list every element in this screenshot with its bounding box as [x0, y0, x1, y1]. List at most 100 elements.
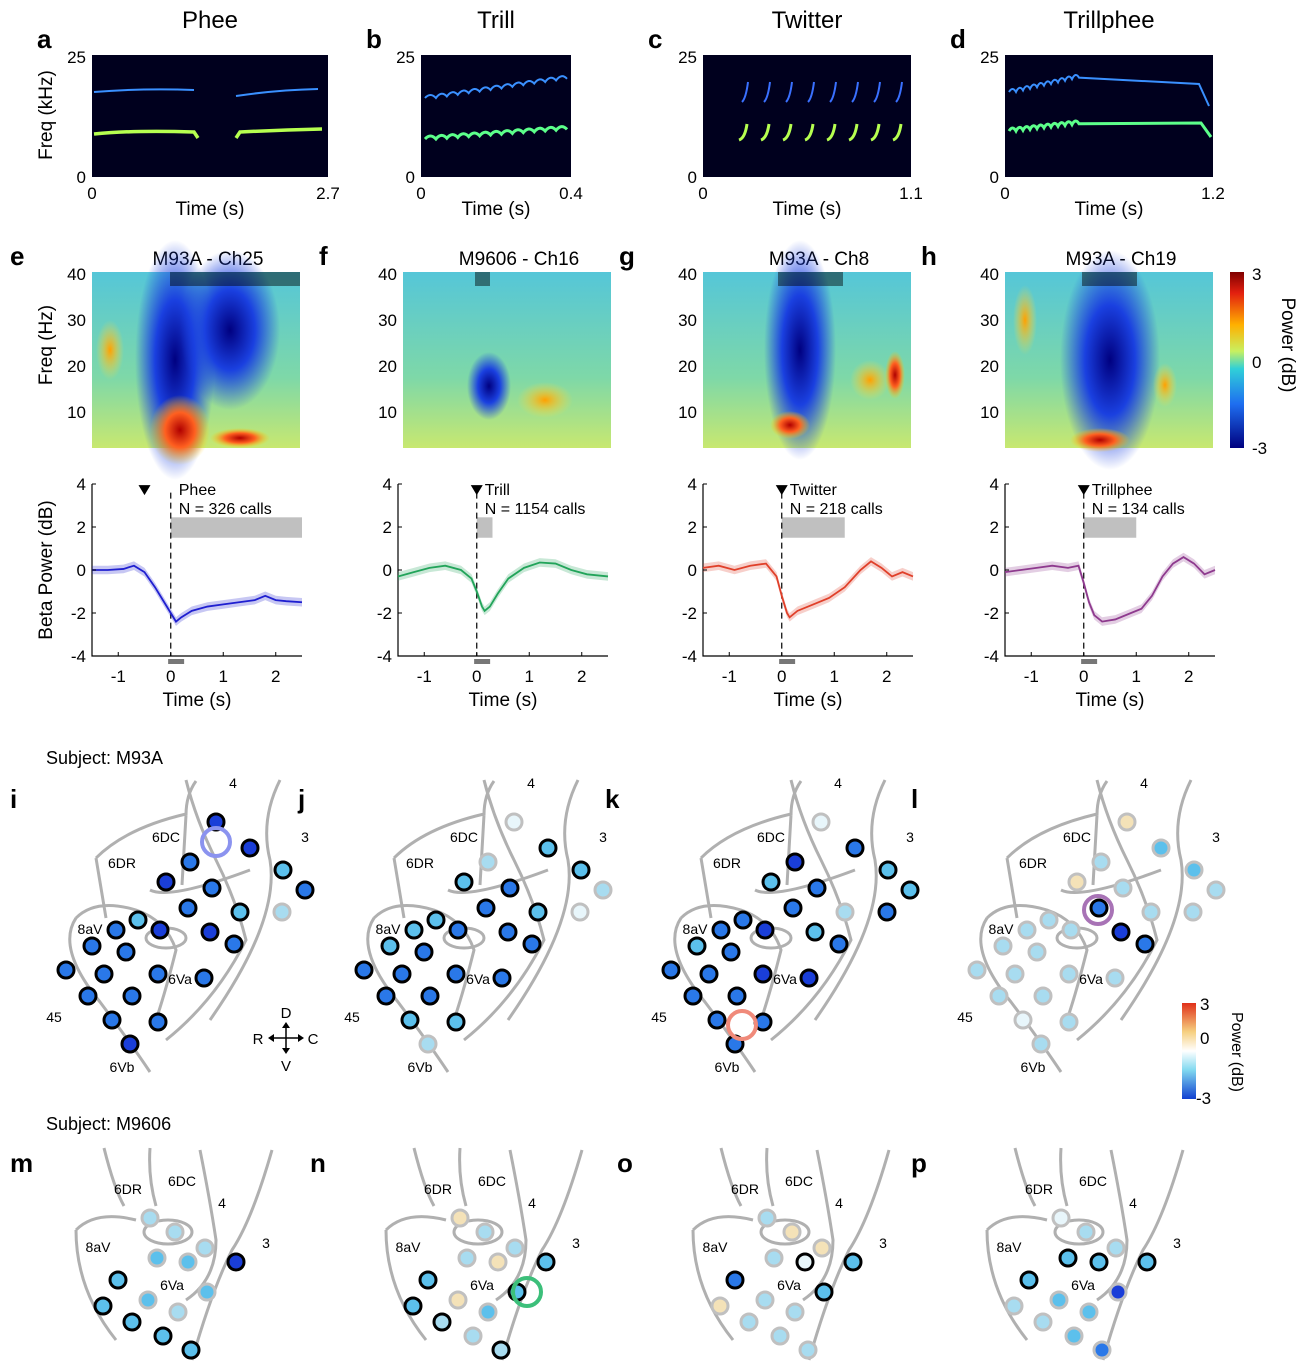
electrode: [273, 860, 293, 880]
electrode: [463, 1326, 483, 1346]
electrode: [593, 880, 613, 900]
compass-r: R: [253, 1031, 264, 1048]
electrode: [180, 852, 200, 872]
electrode: [478, 1302, 498, 1322]
electrode: [504, 812, 524, 832]
region-label: 3: [906, 829, 914, 845]
electrode: [845, 838, 865, 858]
sulcal-outline: [384, 1147, 584, 1361]
electrode: [807, 878, 827, 898]
twitter-syllable: [785, 81, 793, 103]
region-label: 3: [599, 829, 607, 845]
tick-label: 2: [271, 667, 280, 686]
tick-label: 0: [1000, 184, 1009, 203]
electrode: [272, 902, 292, 922]
region-label: 6DC: [785, 1173, 813, 1189]
electrode: [1141, 902, 1161, 922]
electrode: [82, 936, 102, 956]
electrode: [761, 872, 781, 892]
tick-label: -4: [984, 647, 999, 666]
onset-triangle-icon: [470, 485, 483, 496]
panel-label: n: [310, 1148, 326, 1178]
electrode: [1059, 1012, 1079, 1032]
electrode: [843, 1252, 863, 1272]
region-label: 4: [1129, 1195, 1137, 1211]
region-label: 4: [1140, 775, 1148, 791]
electrode-map-m9606: p 6DR 6DC 4 3 8aV 6Va: [911, 1147, 1185, 1361]
electrode: [1027, 942, 1047, 962]
electrode-map-m9606: o 6DR 6DC 4 3 8aV 6Va: [617, 1147, 891, 1361]
electrode-map-m93a: j 4 3 6DC 6DR 8aV 6Va 45 6Vb: [297, 775, 613, 1075]
tick-label: 2: [383, 518, 392, 537]
call-count: N = 134 calls: [1092, 501, 1185, 518]
electrode: [687, 936, 707, 956]
x-axis-label: Time (s): [774, 690, 843, 711]
electrode: [683, 986, 703, 1006]
electrode: [153, 1326, 173, 1346]
electrode: [128, 910, 148, 930]
twitter-syllable: [895, 81, 903, 103]
electrode: [354, 960, 374, 980]
tf-colorbar: [1230, 272, 1244, 448]
region-label: 8aV: [86, 1239, 112, 1255]
electrode: [989, 986, 1009, 1006]
electrode: [967, 960, 987, 980]
beta-power-panel: Phee N = 326 calls 4 2 0 -2 -4 -1 0 1 2 Time (s): [71, 475, 303, 711]
electrode: [785, 1302, 805, 1322]
electrode: [376, 986, 396, 1006]
region-label: 6Vb: [1021, 1059, 1046, 1075]
tf-power-blob: [764, 240, 836, 460]
x-axis-label: Time (s): [176, 199, 245, 220]
sulcal-outline: [691, 1147, 891, 1361]
tick-label: 40: [678, 265, 697, 284]
x-axis-label: Time (s): [462, 199, 531, 220]
electrode: [900, 880, 920, 900]
highlight-ring: [1082, 894, 1114, 926]
panel-label: b: [366, 24, 382, 54]
electrode: [1091, 852, 1111, 872]
tick-label: 4: [688, 475, 697, 494]
region-label: 6Vb: [715, 1059, 740, 1075]
call-duration-bar: [781, 517, 845, 538]
electrode: [1184, 860, 1204, 880]
region-label: 8aV: [683, 921, 709, 937]
twitter-syllable: [848, 123, 859, 142]
tick-label: 1.2: [1201, 184, 1225, 203]
electrode: [1183, 902, 1203, 922]
region-label: 4: [835, 1195, 843, 1211]
x-axis-label: Time (s): [163, 690, 232, 711]
region-label: 8aV: [703, 1239, 729, 1255]
electrode: [755, 920, 775, 940]
electrode: [812, 1238, 832, 1258]
tf-map-panel: eM93A - Ch2540302010: [10, 240, 300, 480]
electrode: [725, 1270, 745, 1290]
tf-power-blob: [150, 395, 210, 465]
call-duration-bar: [475, 272, 490, 286]
region-label: 6Va: [773, 971, 797, 987]
electrode: [1067, 872, 1087, 892]
electrode: [150, 920, 170, 940]
electrode: [785, 852, 805, 872]
compass: D V R C: [253, 1005, 319, 1075]
region-label: 6Va: [1079, 971, 1103, 987]
tick-label: -1: [417, 667, 432, 686]
spectrogram-title: Trillphee: [1063, 7, 1154, 34]
tick-label: 30: [980, 311, 999, 330]
twitter-syllable: [782, 123, 793, 142]
tick-label: -4: [682, 647, 697, 666]
electrode: [178, 1252, 198, 1272]
electrode: [446, 964, 466, 984]
beta-ylabel: Beta Power (dB): [36, 500, 57, 639]
electrode: [1089, 1252, 1109, 1272]
electrode: [181, 1340, 201, 1360]
twitter-syllable: [829, 81, 837, 103]
electrode-map-m93a: i 4 3 6DC 6DR 8aV 6Va 45 6Vb: [10, 775, 315, 1075]
onset-triangle-icon: [1077, 485, 1090, 496]
spectrogram-title: Twitter: [772, 7, 843, 34]
tf-power-blob: [517, 382, 573, 418]
electrode: [116, 942, 136, 962]
region-label: 6DR: [1025, 1181, 1053, 1197]
beta-trace-line: [1004, 556, 1216, 623]
call-name: Twitter: [790, 482, 838, 499]
